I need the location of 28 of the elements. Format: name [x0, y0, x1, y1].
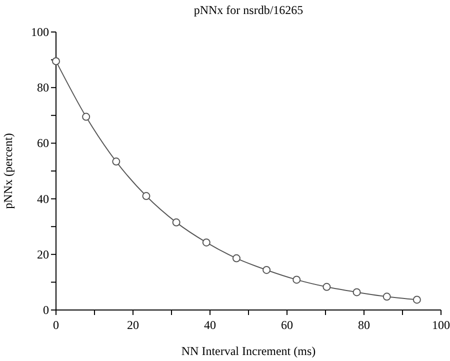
x-tick-label: 40: [204, 318, 216, 332]
x-tick-label: 80: [358, 318, 370, 332]
y-tick-label: 80: [37, 80, 49, 95]
y-tick-label: 40: [37, 192, 49, 206]
point: [82, 112, 90, 121]
x-tick-label: 100: [432, 318, 450, 332]
point: [322, 282, 331, 291]
point: [112, 158, 120, 166]
y-tick-label: 20: [37, 247, 49, 262]
point: [172, 218, 180, 226]
x-tick-label: 0: [53, 318, 59, 332]
chart-title: pNNx for nsrdb/16265: [194, 3, 304, 17]
point: [142, 192, 150, 200]
y-tick-label: 60: [37, 136, 49, 150]
point: [352, 288, 361, 296]
x-tick-label: 20: [127, 318, 139, 332]
y-tick-label: 0: [43, 303, 49, 317]
point: [232, 254, 240, 262]
x-tick-label: 60: [281, 318, 293, 332]
point: [412, 296, 421, 304]
x-axis-title: NN Interval Increment (ms): [181, 344, 316, 358]
y-axis-title: pNNx (percent): [1, 133, 15, 209]
y-tick-label: 100: [31, 25, 49, 39]
point: [202, 238, 210, 246]
point: [292, 276, 301, 284]
point: [382, 292, 391, 301]
point: [52, 57, 60, 66]
point: [262, 266, 271, 274]
